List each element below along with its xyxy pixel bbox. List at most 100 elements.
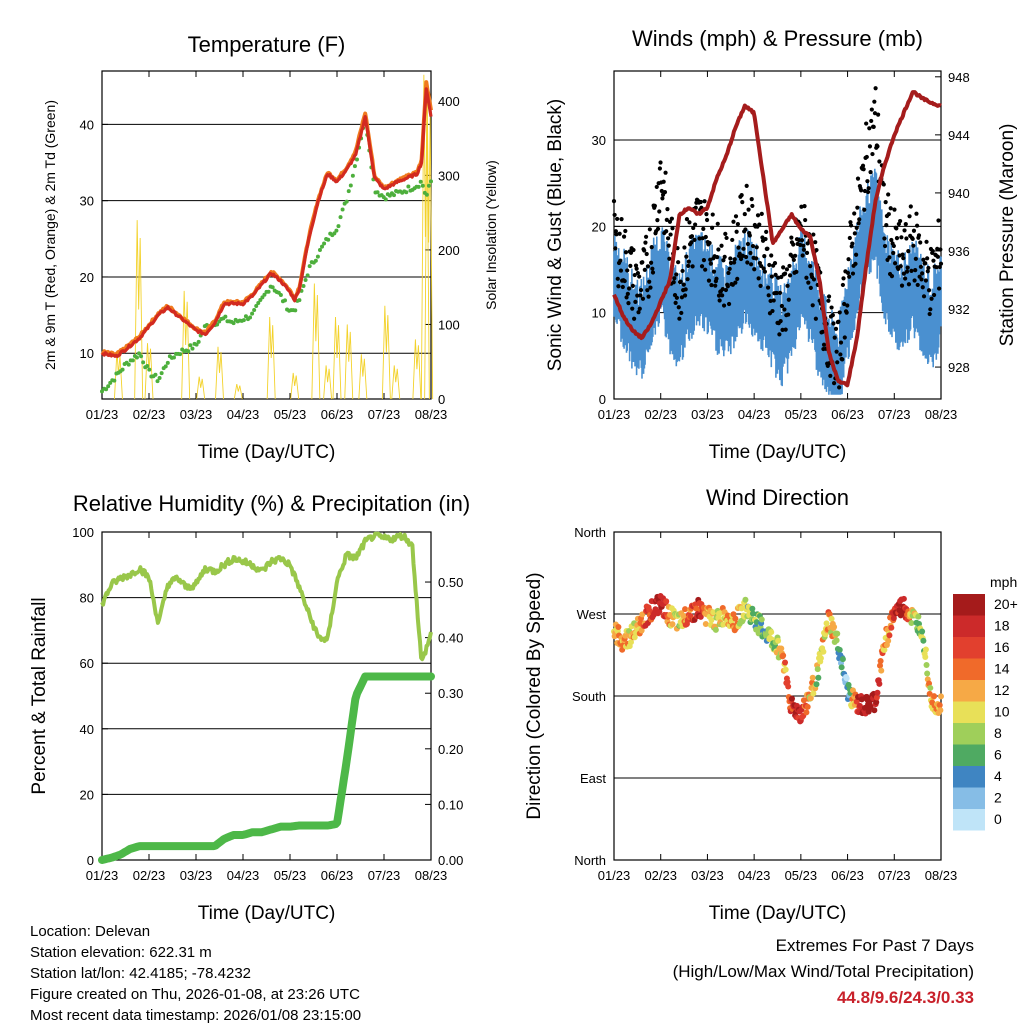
gust-point [669, 216, 674, 221]
gust-point [796, 237, 801, 243]
direction-point [663, 598, 670, 605]
gust-point [676, 260, 681, 265]
y-tick-label: 20 [592, 219, 606, 234]
gust-point [801, 247, 807, 252]
direction-point [873, 699, 880, 706]
direction-point [826, 611, 833, 618]
gust-point [745, 241, 751, 247]
legend-swatch [953, 766, 985, 788]
gust-point [740, 200, 745, 205]
gust-point [632, 316, 637, 321]
gust-point [674, 272, 679, 277]
gust-point [697, 236, 702, 241]
dewpoint-point [171, 355, 176, 360]
gust-point [891, 243, 896, 249]
gust-point [813, 240, 818, 245]
gust-point [735, 276, 740, 281]
x-tick-label: 07/23 [368, 868, 401, 883]
gust-point [734, 229, 739, 234]
dewpoint-point [188, 343, 193, 348]
gust-point [640, 260, 645, 265]
gust-point [680, 268, 685, 274]
direction-point [656, 608, 663, 615]
direction-point [749, 610, 756, 617]
gust-point [665, 236, 671, 241]
gust-point [801, 243, 806, 248]
chart-title: Winds (mph) & Pressure (mb) [632, 26, 923, 51]
gust-point [835, 360, 840, 365]
gust-point [737, 251, 742, 256]
gust-point [683, 287, 688, 292]
gust-point [926, 265, 931, 271]
y-right-tick-label: 0.50 [438, 575, 463, 590]
gust-point [733, 214, 739, 219]
gust-point [750, 243, 756, 249]
gust-point [731, 219, 736, 224]
gust-point [732, 260, 737, 265]
y-tick-label: South [572, 689, 606, 704]
gust-point [730, 237, 735, 243]
gust-point [657, 209, 662, 214]
gust-point [826, 294, 832, 299]
gust-point [845, 270, 851, 275]
gust-point [679, 295, 685, 300]
dewpoint-point [404, 190, 409, 195]
gust-point [689, 240, 694, 245]
direction-point [890, 615, 897, 622]
gust-point [691, 225, 696, 231]
gust-point [635, 293, 640, 298]
gust-point [924, 239, 929, 244]
gust-point [661, 179, 666, 184]
legend-swatch [953, 594, 985, 616]
gust-point [719, 243, 724, 248]
y-axis-label: Percent & Total Rainfall [29, 597, 50, 794]
gust-point [652, 203, 657, 208]
gust-point [841, 276, 846, 281]
gust-point [630, 306, 635, 311]
gust-point [748, 262, 754, 267]
x-tick-label: 07/23 [878, 868, 911, 883]
direction-point [936, 702, 943, 709]
gust-point [853, 261, 858, 266]
gust-point [649, 245, 654, 250]
x-tick-label: 06/23 [321, 868, 354, 883]
gust-point [689, 234, 695, 239]
gust-point [905, 265, 910, 270]
gust-point [668, 232, 673, 237]
gust-point [644, 251, 649, 257]
gust-point [785, 283, 790, 288]
gust-point [667, 256, 672, 261]
gust-point [743, 254, 749, 260]
gust-point [620, 284, 625, 290]
gust-point [857, 217, 862, 222]
gust-point [898, 218, 903, 224]
gust-point [715, 221, 720, 226]
gust-point [914, 211, 919, 216]
gust-point [786, 297, 791, 302]
gust-point [889, 274, 895, 279]
gust-point [828, 373, 833, 378]
y-tick-label: 60 [80, 656, 94, 671]
latlon-text: Station lat/lon: 42.4185; -78.4232 [30, 965, 252, 982]
x-tick-label: 02/23 [133, 407, 166, 422]
gust-point [654, 184, 659, 190]
dewpoint-point [426, 183, 431, 188]
y-tick-label: 30 [80, 194, 94, 209]
x-axis-label: Time (Day/UTC) [198, 903, 336, 924]
direction-point [669, 621, 676, 628]
extremes-title: Extremes For Past 7 Days [775, 936, 974, 955]
gust-point [636, 310, 641, 315]
dewpoint-point [190, 346, 195, 351]
gust-point [838, 340, 844, 345]
direction-point [836, 646, 843, 653]
dewpoint-point [163, 364, 168, 369]
gust-point [782, 271, 788, 276]
direction-point [810, 690, 817, 697]
gust-point [637, 306, 642, 311]
y-right-tick-label: 0.40 [438, 631, 463, 646]
y-axis-right-label: Solar Insolation (Yellow) [483, 160, 499, 310]
y-tick-label: 80 [80, 591, 94, 606]
gust-point [660, 196, 665, 201]
gust-point [791, 242, 796, 247]
direction-point [784, 679, 791, 686]
